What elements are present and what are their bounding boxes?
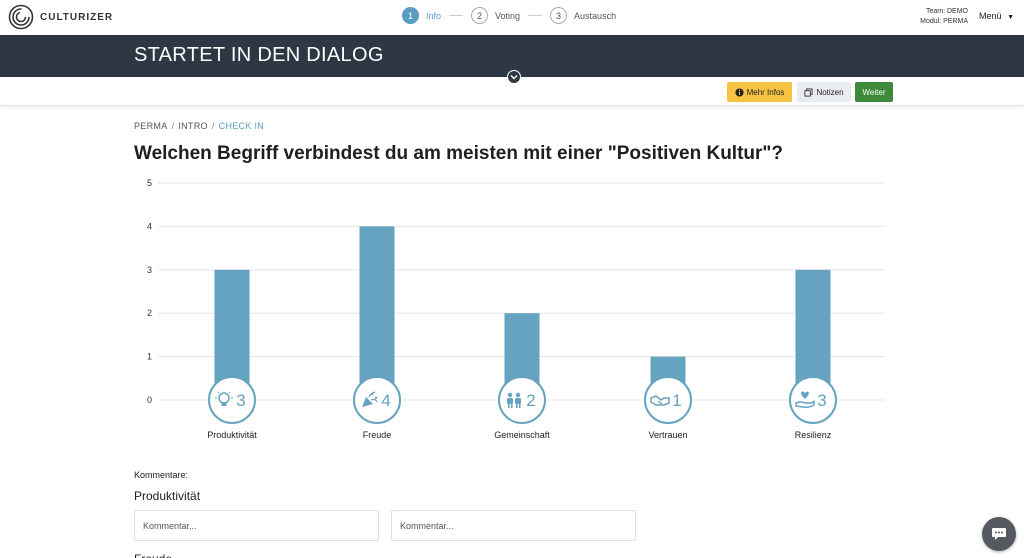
lightbulb-icon <box>215 391 233 406</box>
breadcrumb-current: CHECK IN <box>218 121 265 131</box>
step-progress: 1 Info 2 Voting 3 Austausch <box>402 7 616 24</box>
vote-badge <box>208 376 256 424</box>
notes-button[interactable]: Notizen <box>797 82 851 102</box>
logo-text: CULTURIZER <box>40 11 114 23</box>
step-number: 2 <box>471 7 489 24</box>
notes-icon <box>804 87 813 97</box>
top-bar: CULTURIZER 1 Info 2 Voting 3 Austausch T… <box>0 0 1024 35</box>
collapse-toggle-button[interactable] <box>507 70 521 84</box>
y-tick-label: 5 <box>147 178 152 188</box>
vote-badge <box>644 376 692 424</box>
comment-category-heading: Produktivität <box>134 489 201 503</box>
data-label: 3 <box>817 391 826 410</box>
breadcrumb-item[interactable]: PERMA <box>134 121 168 131</box>
y-tick-label: 0 <box>147 395 152 405</box>
chevron-down-icon <box>510 75 518 80</box>
vote-badge <box>789 376 837 424</box>
breadcrumb-separator: / <box>171 121 175 131</box>
step-voting[interactable]: 2 Voting <box>471 7 520 24</box>
next-button[interactable]: Weiter <box>855 82 893 102</box>
category-label: Resilienz <box>795 430 832 440</box>
breadcrumb-item[interactable]: INTRO <box>178 121 208 131</box>
team-line: Team: DEMO <box>925 8 968 15</box>
category-label: Vertrauen <box>648 430 687 440</box>
menu-dropdown[interactable]: Menü ▼ <box>979 11 1014 21</box>
step-divider <box>528 15 543 16</box>
data-label: 3 <box>236 391 245 410</box>
comment-category-heading: Freude <box>134 552 172 558</box>
comments-label: Kommentare: <box>134 470 189 480</box>
bar <box>359 226 395 400</box>
logo[interactable]: CULTURIZER <box>8 4 113 30</box>
step-divider <box>449 15 464 16</box>
y-tick-label: 2 <box>147 308 152 318</box>
people-icon <box>507 392 521 408</box>
menu-label: Menü <box>979 11 1002 21</box>
comment-input[interactable] <box>391 510 636 541</box>
notes-label: Notizen <box>816 87 844 97</box>
step-number: 1 <box>402 7 419 24</box>
next-label: Weiter <box>862 87 886 97</box>
step-label: Info <box>426 10 442 21</box>
handshake-icon <box>650 395 670 406</box>
category-label: Produktivität <box>207 430 257 440</box>
vote-badge <box>353 376 401 424</box>
comment-input[interactable] <box>134 510 379 541</box>
party-popper-icon <box>362 391 378 407</box>
category-label: Freude <box>363 430 392 440</box>
step-austausch[interactable]: 3 Austausch <box>550 7 616 24</box>
modul-line: Modul: PERMA <box>920 18 968 25</box>
culturizer-logo-icon <box>8 4 34 30</box>
step-number: 3 <box>550 7 568 24</box>
breadcrumb-separator: / <box>211 121 215 131</box>
vote-bar-chart: 0 1 2 3 4 5 3 Produktivität 4 Freude 2 Gemeinschaft… <box>147 178 885 440</box>
info-icon <box>735 87 744 97</box>
category-label: Gemeinschaft <box>494 430 550 440</box>
chat-button[interactable] <box>982 517 1016 551</box>
caret-down-icon: ▼ <box>1007 14 1014 21</box>
team-info: Team: DEMO Modul: PERMA <box>920 7 968 27</box>
y-tick-label: 4 <box>147 221 152 231</box>
more-info-label: Mehr Infos <box>746 87 785 97</box>
data-label: 2 <box>526 391 535 410</box>
more-info-button[interactable]: Mehr Infos <box>727 82 792 102</box>
data-label: 1 <box>672 391 681 410</box>
step-label: Austausch <box>574 10 617 21</box>
data-label: 4 <box>381 391 390 410</box>
action-bar: Mehr Infos Notizen Weiter <box>0 77 1024 106</box>
question-title: Welchen Begriff verbindest du am meisten… <box>134 143 784 164</box>
heart-hand-icon <box>795 391 815 408</box>
vote-badge <box>498 376 546 424</box>
step-info[interactable]: 1 Info <box>402 7 441 24</box>
banner-title: STARTET IN DEN DIALOG <box>134 44 384 66</box>
chat-icon <box>992 528 1006 540</box>
y-tick-label: 1 <box>147 352 152 362</box>
y-tick-label: 3 <box>147 265 152 275</box>
breadcrumb: PERMA / INTRO / CHECK IN <box>134 121 264 131</box>
step-label: Voting <box>495 10 521 21</box>
